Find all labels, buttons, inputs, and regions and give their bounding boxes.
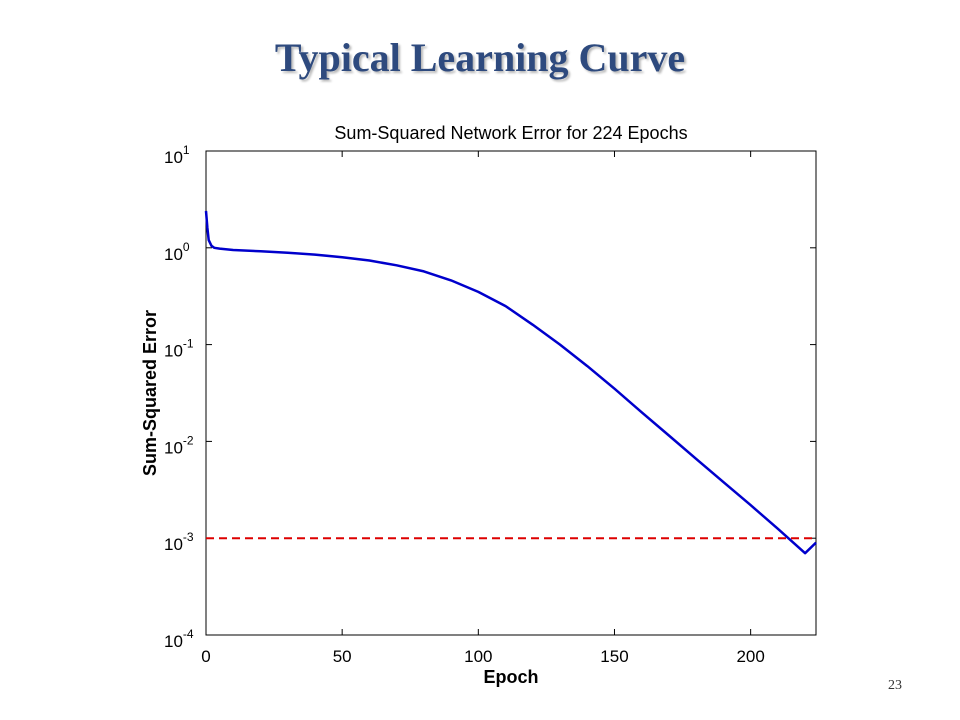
page-number: 23 [888,678,902,693]
y-axis-label: Sum-Squared Error [140,310,160,476]
chart-title: Sum-Squared Network Error for 224 Epochs [334,123,687,143]
series-layer [204,210,817,555]
slide-title: Typical Learning Curve [274,35,686,80]
x-tick-label: 0 [201,647,210,666]
x-tick-label: 150 [600,647,628,666]
x-tick-label: 100 [464,647,492,666]
x-tick-labels: 0 50 100 150 200 [201,647,765,666]
y-tick-label: 10-2 [164,433,194,457]
error-curve-series [204,210,817,555]
y-tick-label: 10-1 [164,337,194,361]
y-tick-label: 10-4 [164,627,194,651]
x-tick-label: 50 [333,647,352,666]
y-tick-label: 10-3 [164,530,194,554]
y-tick-labels: 101 100 10-1 10-2 10-3 10-4 [164,143,194,651]
y-tick-label: 100 [164,240,190,264]
x-axis-label: Epoch [483,667,538,687]
plot-frame [205,150,817,636]
x-tick-label: 200 [736,647,764,666]
y-tick-label: 101 [164,143,190,167]
